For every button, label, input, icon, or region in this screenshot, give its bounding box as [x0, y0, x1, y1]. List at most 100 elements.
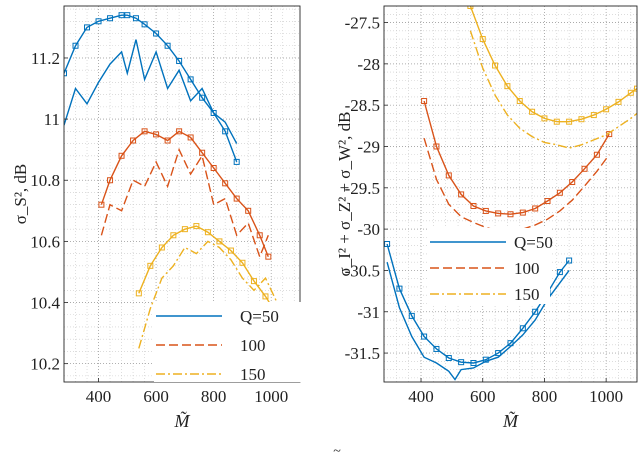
series-line	[138, 240, 300, 349]
x-tick-label: 600	[143, 387, 169, 406]
series-marker	[507, 211, 514, 218]
series-marker	[556, 269, 563, 276]
series-marker	[135, 290, 142, 297]
series-marker	[504, 83, 511, 90]
series-marker	[216, 238, 223, 245]
series-marker	[396, 285, 403, 292]
series-group	[64, 12, 300, 382]
series-marker	[458, 191, 465, 198]
series-marker	[566, 257, 573, 264]
series-marker	[130, 137, 137, 144]
series-marker	[445, 172, 452, 179]
series-marker	[458, 359, 465, 366]
x-tick-label: 400	[408, 387, 434, 406]
y-tick-label: 10.4	[30, 294, 60, 313]
axes-frame	[383, 5, 638, 383]
series-marker	[482, 356, 489, 363]
series-marker	[64, 70, 67, 77]
series-line	[100, 130, 269, 257]
series-marker	[421, 333, 428, 340]
y-axis-label: σ_I² + σ_Z² + σ_W², dB	[335, 112, 354, 277]
series-marker	[153, 30, 160, 37]
series-marker	[492, 62, 499, 69]
series-line	[100, 147, 269, 259]
series-marker	[153, 131, 160, 138]
series-marker	[233, 158, 240, 165]
y-tick-label: 10.2	[30, 355, 60, 374]
series-marker	[176, 128, 183, 135]
legend-label: Q=50	[240, 307, 279, 326]
series-line	[469, 6, 637, 123]
x-tick-label: 400	[86, 387, 112, 406]
series-marker	[569, 179, 576, 186]
y-tick-label: 11	[44, 110, 60, 129]
series-marker	[470, 359, 477, 366]
legend-box	[154, 302, 302, 382]
series-marker	[256, 232, 263, 239]
series-marker	[141, 128, 148, 135]
series-marker	[210, 109, 217, 116]
series-marker	[519, 325, 526, 332]
series-marker	[95, 18, 102, 25]
y-tick-label: 11.2	[31, 49, 60, 68]
legend-label: 100	[240, 336, 266, 355]
series-marker	[544, 198, 551, 205]
plot-area	[384, 6, 637, 382]
series-marker	[84, 24, 91, 31]
series-marker	[541, 115, 548, 122]
y-tick-label: -27.5	[345, 14, 380, 33]
series-marker	[187, 76, 194, 83]
x-tick-label: 1000	[589, 387, 623, 406]
y-tick-label: -29	[357, 137, 380, 156]
caption-fragment: ~	[333, 444, 341, 455]
series-marker	[433, 143, 440, 150]
series-marker	[222, 128, 229, 135]
series-marker	[495, 210, 502, 217]
series-marker	[233, 195, 240, 202]
series-marker	[627, 89, 634, 96]
series-marker	[124, 12, 131, 19]
series-marker	[479, 36, 486, 43]
series-marker	[245, 207, 252, 214]
legend: Q=50 100 150	[428, 228, 553, 304]
series-marker	[222, 180, 229, 187]
legend-box	[428, 228, 550, 304]
series-marker	[158, 244, 165, 251]
legend-label: 150	[514, 285, 540, 304]
series-marker	[72, 42, 79, 49]
y-tick-label: -30.5	[345, 261, 380, 280]
legend-label: Q=50	[514, 233, 553, 252]
series-marker	[615, 98, 622, 105]
series-marker	[118, 12, 125, 19]
series-marker	[199, 149, 206, 156]
series-marker	[170, 232, 177, 239]
y-tick-label: -31	[357, 303, 380, 322]
series-marker	[590, 112, 597, 119]
series-marker	[239, 259, 246, 266]
series-marker	[210, 165, 217, 172]
legend-label: 100	[514, 259, 540, 278]
series-marker	[181, 226, 188, 233]
series-marker	[519, 209, 526, 216]
legend: Q=50 100 150	[154, 302, 302, 384]
series-marker	[262, 293, 269, 300]
series-marker	[467, 6, 474, 9]
series-marker	[141, 21, 148, 28]
series-marker	[581, 165, 588, 172]
y-tick-label: -29.5	[345, 179, 380, 198]
y-tick-label: -28	[357, 55, 380, 74]
series-marker	[132, 15, 139, 22]
left-chart: 400 600 800 1000 10.2 10.4 10.6 10.8 11 11.2 M̃ σ_S…	[11, 5, 302, 431]
series-marker	[532, 205, 539, 212]
series-marker	[593, 151, 600, 158]
right-chart: 400 600 800 1000 -31.5 -31 -30.5 -30 -29.5 -29 -28…	[335, 5, 638, 431]
series-marker	[187, 134, 194, 141]
y-axis-label: σ_S², dB	[11, 164, 30, 225]
series-marker	[634, 85, 637, 92]
series-group	[384, 6, 637, 381]
y-tick-label: -31.5	[345, 344, 380, 363]
series-line	[386, 262, 570, 381]
y-tick-label: 10.6	[30, 232, 60, 251]
series-marker	[603, 106, 610, 113]
series-marker	[553, 118, 560, 125]
